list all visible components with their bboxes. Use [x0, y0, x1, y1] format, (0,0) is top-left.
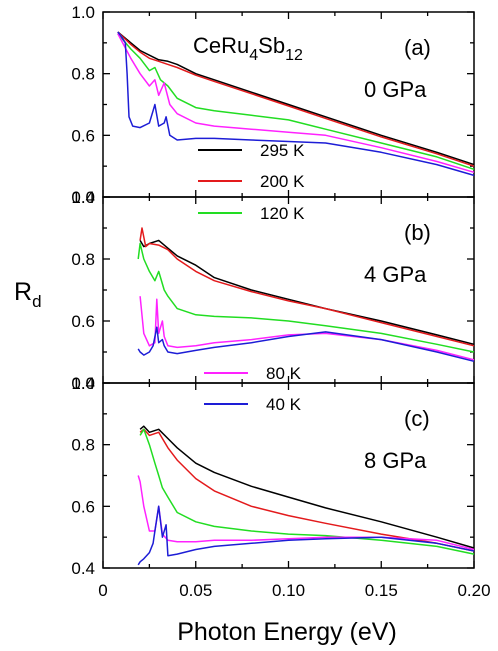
x-axis-title: Photon Energy (eV) — [177, 618, 397, 646]
legend-label: 120 K — [260, 204, 305, 223]
series-line-200k — [139, 428, 475, 552]
y-tick-label: 0.4 — [71, 559, 95, 578]
series-line-40k — [117, 31, 475, 177]
legend-item: 40 K — [204, 395, 302, 414]
pressure-label: 4 GPa — [364, 262, 427, 287]
series-line-40k — [137, 505, 475, 566]
y-tick-label: 0.6 — [71, 126, 95, 145]
x-tick-label: 0 — [98, 581, 107, 600]
y-tick-label: 0.4 — [71, 374, 95, 393]
y-tick-label: 0.8 — [71, 436, 95, 455]
x-tick-label: 0.15 — [365, 581, 398, 600]
y-tick-label: 1.0 — [71, 374, 95, 393]
legend-label: 40 K — [266, 395, 302, 414]
series-line-295k — [139, 239, 475, 346]
legend-item: 80 K — [204, 364, 302, 383]
y-tick-label: 1.0 — [71, 3, 95, 22]
series-line-80k — [139, 296, 475, 361]
panel-label: (b) — [404, 220, 431, 245]
y-tick-label: 0.8 — [71, 65, 95, 84]
y-tick-label: 0.4 — [71, 188, 95, 207]
legend-label: 295 K — [260, 141, 305, 160]
panels-group: 0.4 0.6 0.8 1.0 (a) 0 GPa CeRu4Sb12 0.4 0.6 0.8 1.… — [71, 3, 490, 600]
x-tick-label: 0.20 — [457, 581, 490, 600]
pressure-label: 0 GPa — [364, 77, 427, 102]
legend-item: 200 K — [198, 172, 305, 191]
panel-c: 0.4 0.6 0.8 1.0 (c) 8 GPa — [71, 374, 475, 578]
legend-item: 295 K — [198, 141, 305, 160]
x-tick-label: 0.05 — [179, 581, 212, 600]
legend-label: 80 K — [266, 364, 302, 383]
y-tick-label: 0.8 — [71, 250, 95, 269]
y-axis-title: Rd — [14, 278, 42, 311]
panel-a: 0.4 0.6 0.8 1.0 (a) 0 GPa CeRu4Sb12 — [71, 3, 475, 207]
compound-label: CeRu4Sb12 — [193, 33, 303, 64]
series-line-120k — [137, 242, 475, 353]
y-tick-label: 0.6 — [71, 312, 95, 331]
legend-label: 200 K — [260, 172, 305, 191]
series-line-295k — [139, 425, 475, 549]
panel-label: (a) — [404, 35, 431, 60]
y-tick-label: 0.6 — [71, 497, 95, 516]
series-line-295k — [117, 31, 475, 166]
series-line-200k — [139, 227, 475, 347]
series-line-200k — [117, 31, 475, 167]
x-tick-label: 0.10 — [272, 581, 305, 600]
series-line-80k — [137, 475, 475, 551]
series-line-80k — [117, 33, 475, 174]
y-tick-label: 1.0 — [71, 188, 95, 207]
series-line-120k — [117, 33, 475, 171]
legend-item: 120 K — [198, 204, 305, 223]
series-line-40k — [137, 326, 475, 363]
pressure-label: 8 GPa — [364, 448, 427, 473]
panel-label: (c) — [404, 406, 430, 431]
